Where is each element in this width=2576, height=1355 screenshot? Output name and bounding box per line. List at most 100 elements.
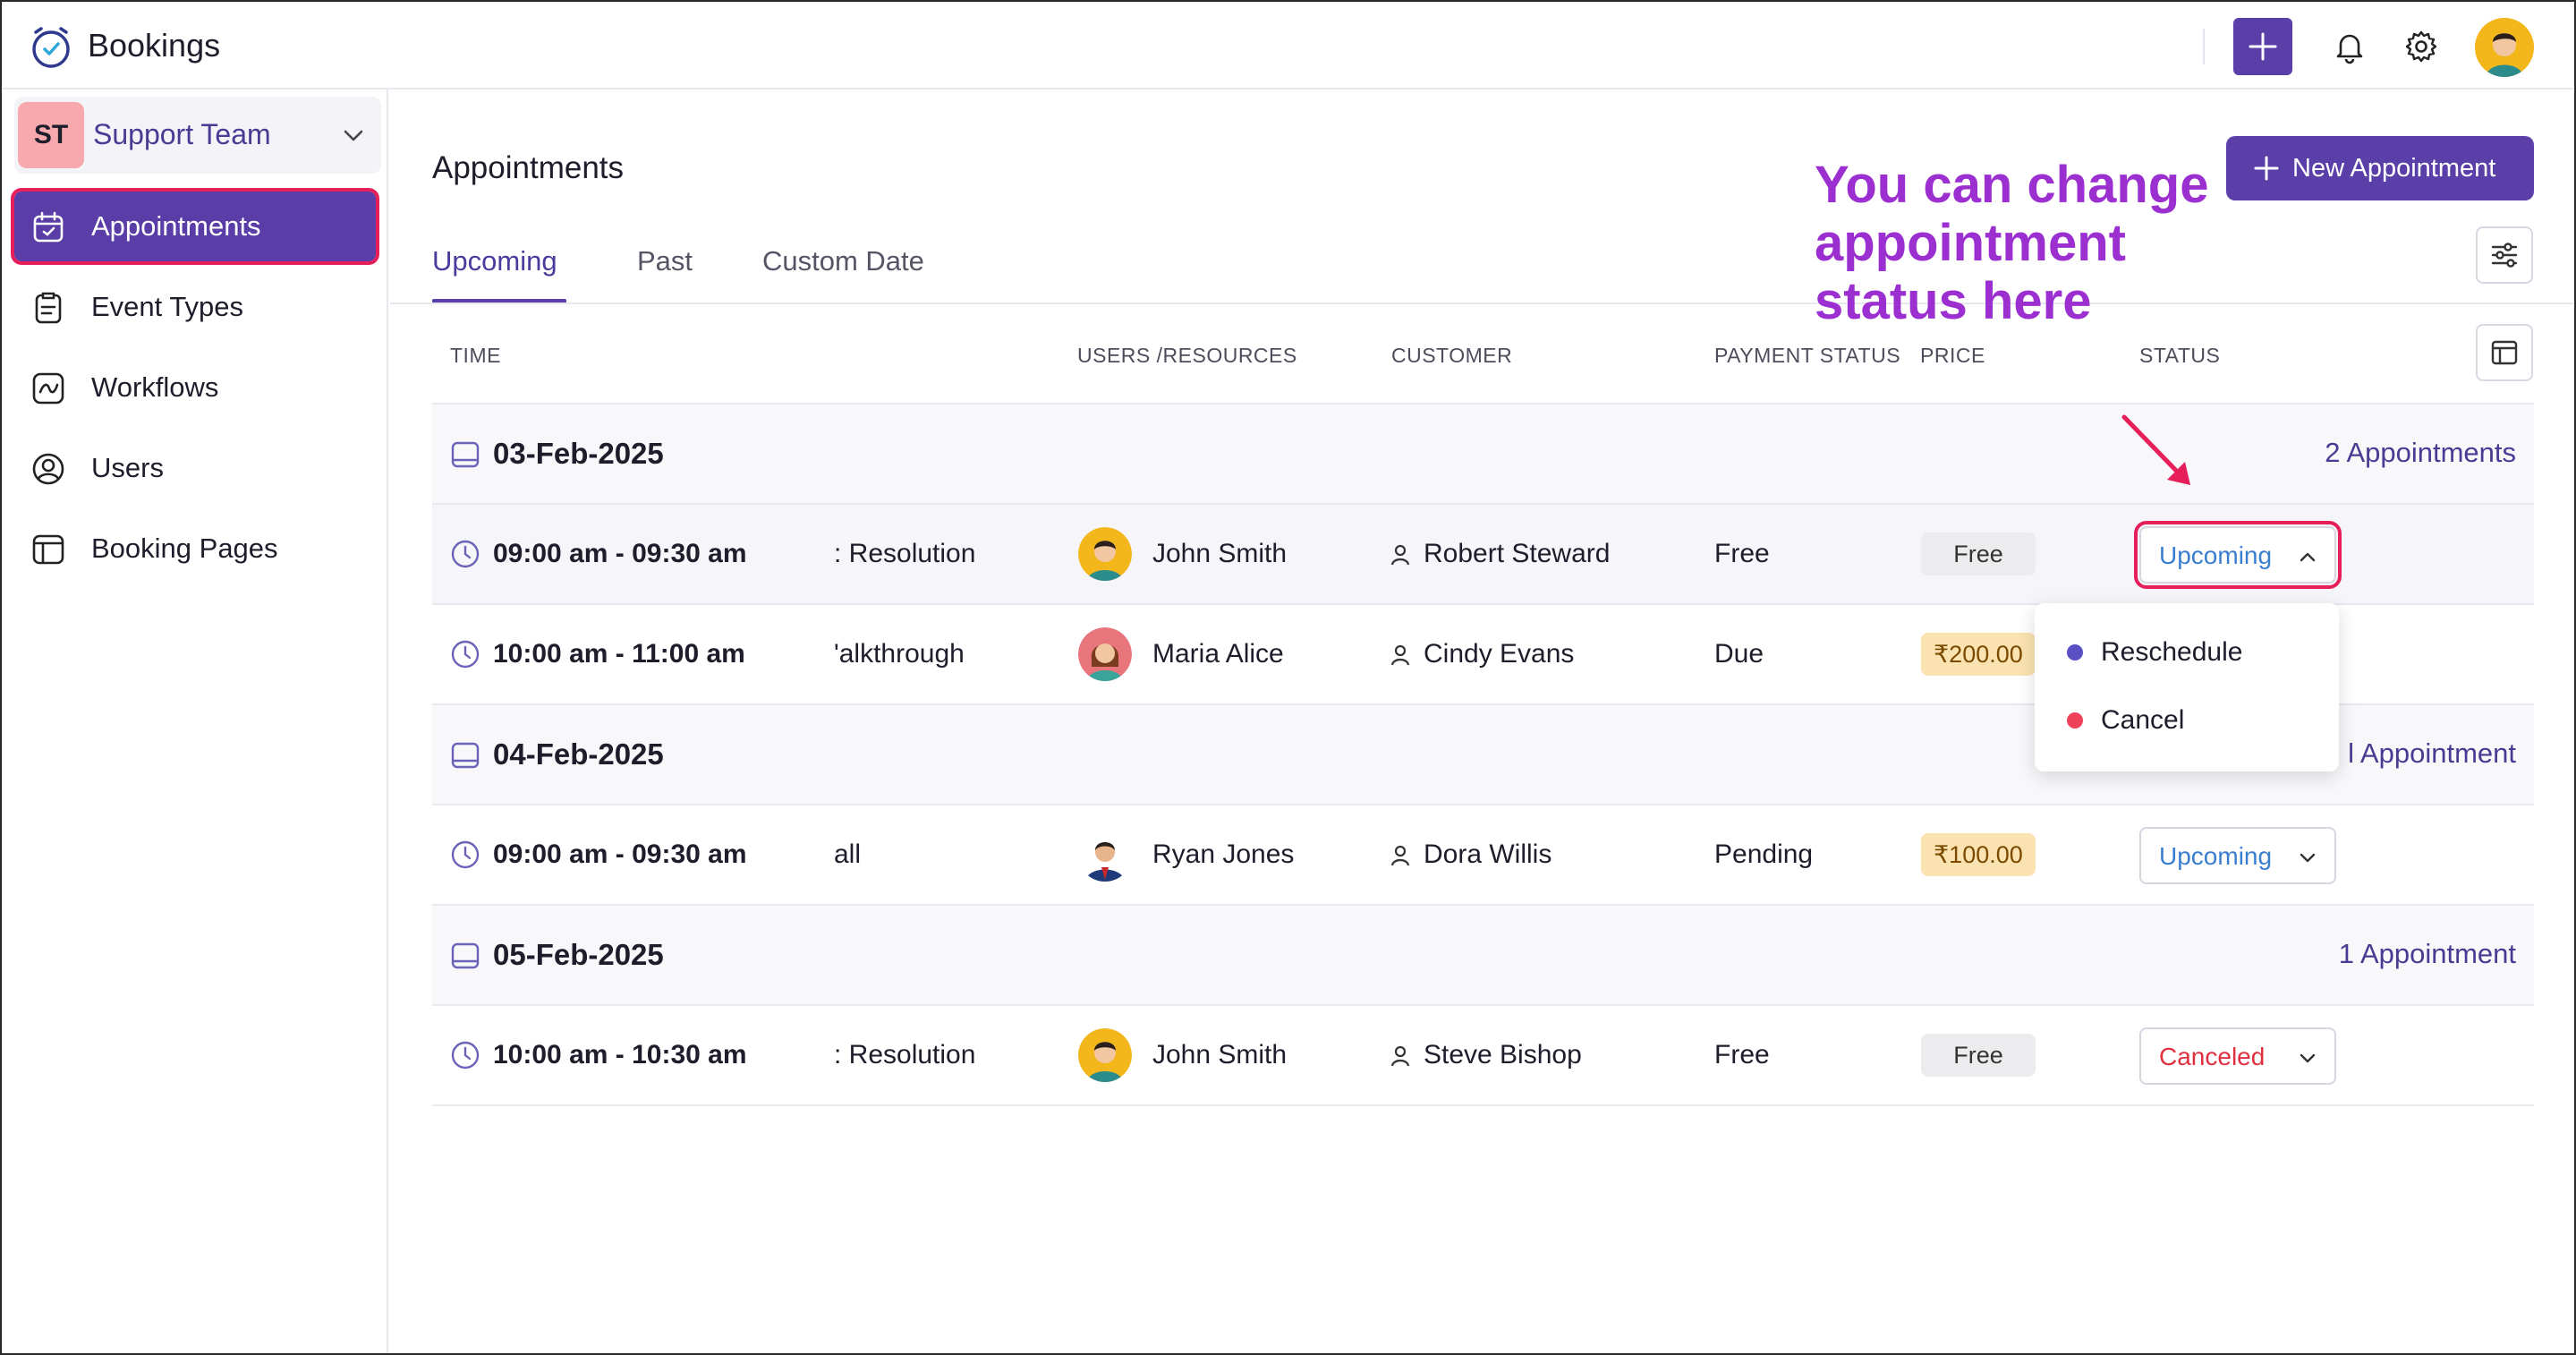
new-appointment-button[interactable]: New Appointment xyxy=(2226,136,2534,200)
status-dot xyxy=(2067,712,2083,729)
avatar-icon xyxy=(1078,527,1132,581)
annotation-line: status here xyxy=(1815,272,2092,330)
bell-icon[interactable] xyxy=(2332,29,2368,64)
profile-avatar[interactable] xyxy=(2475,18,2534,77)
column-header-status: STATUS xyxy=(2139,344,2221,367)
sidebar-item-label: Workflows xyxy=(91,371,219,403)
avatar-icon xyxy=(1078,828,1132,882)
customer-name: Robert Steward xyxy=(1424,539,1611,568)
avatar xyxy=(1078,527,1132,581)
tab-past[interactable]: Past xyxy=(637,245,693,277)
quick-add-button[interactable] xyxy=(2233,18,2292,75)
column-layout-button[interactable] xyxy=(2476,324,2533,381)
service-name: 'alkthrough xyxy=(834,639,965,669)
annotation-text: You can change appointment status here xyxy=(1815,156,2208,330)
date-group-header: 03-Feb-2025 2 Appointments xyxy=(432,405,2534,503)
menu-item-cancel[interactable]: Cancel xyxy=(2067,705,2184,736)
team-switcher[interactable]: ST Support Team xyxy=(14,97,381,174)
user-circle-icon xyxy=(32,453,64,485)
avatar xyxy=(1078,1028,1132,1082)
person-icon xyxy=(1390,644,1410,666)
service-name: : Resolution xyxy=(834,539,976,568)
sidebar-item-booking-pages[interactable]: Booking Pages xyxy=(14,514,376,584)
table-row[interactable]: 09:00 am - 09:30 am : Resolution John Sm… xyxy=(432,505,2534,603)
payment-status: Free xyxy=(1714,539,1770,568)
tabs-divider xyxy=(390,303,2574,304)
status-dot xyxy=(2067,644,2083,660)
status-menu: Reschedule Cancel xyxy=(2035,603,2339,771)
customer-name: Dora Willis xyxy=(1424,839,1552,869)
status-dropdown[interactable]: Canceled xyxy=(2139,1027,2336,1085)
group-date: 03-Feb-2025 xyxy=(493,437,664,470)
user-name: John Smith xyxy=(1152,539,1288,568)
avatar xyxy=(1078,627,1132,681)
customer-name: Steve Bishop xyxy=(1424,1040,1582,1070)
status-value: Upcoming xyxy=(2159,842,2273,870)
filter-button[interactable] xyxy=(2476,226,2533,284)
sidebar-item-label: Booking Pages xyxy=(91,533,278,564)
service-name: : Resolution xyxy=(834,1040,976,1070)
sidebar-item-event-types[interactable]: Event Types xyxy=(14,272,376,342)
menu-item-reschedule[interactable]: Reschedule xyxy=(2067,637,2242,668)
clock-icon xyxy=(451,840,480,869)
team-badge: ST xyxy=(18,102,84,168)
workflow-icon xyxy=(32,372,64,405)
person-icon xyxy=(1390,845,1410,866)
sidebar-item-label: Event Types xyxy=(91,291,244,322)
divider xyxy=(2203,29,2205,64)
service-name: all xyxy=(834,839,862,869)
column-header-payment: PAYMENT STATUS xyxy=(1714,344,1901,367)
avatar-icon xyxy=(1078,1028,1132,1082)
price-badge: ₹100.00 xyxy=(1921,833,2036,876)
status-dropdown[interactable]: Upcoming xyxy=(2134,521,2342,589)
status-dropdown[interactable]: Upcoming xyxy=(2139,827,2336,884)
row-divider xyxy=(432,904,2534,906)
user-name: John Smith xyxy=(1152,1040,1288,1070)
clock-icon xyxy=(451,1041,480,1070)
bookings-logo-icon xyxy=(32,27,70,68)
column-header-time: TIME xyxy=(450,344,501,367)
price-badge: ₹200.00 xyxy=(1921,633,2036,676)
annotation-arrow-icon xyxy=(2121,414,2190,485)
new-appointment-label: New Appointment xyxy=(2292,153,2496,183)
payment-status: Free xyxy=(1714,1040,1770,1070)
annotation-line: You can change xyxy=(1815,156,2209,214)
table-row[interactable]: 09:00 am - 09:30 am all Ryan Jones Dora … xyxy=(432,805,2534,904)
appointment-count: 1 Appointment xyxy=(2338,938,2516,969)
annotation-line: appointment xyxy=(1815,214,2126,272)
user-name: Maria Alice xyxy=(1152,639,1284,669)
appointment-time: 09:00 am - 09:30 am xyxy=(493,839,747,869)
calendar-check-icon xyxy=(33,211,64,243)
row-divider xyxy=(432,703,2534,705)
tab-upcoming[interactable]: Upcoming xyxy=(432,245,557,277)
column-header-customer: CUSTOMER xyxy=(1391,344,1513,367)
sidebar-item-users[interactable]: Users xyxy=(14,433,376,503)
sidebar-item-workflows[interactable]: Workflows xyxy=(14,353,376,422)
top-bar: Bookings xyxy=(2,2,2574,89)
price-badge: Free xyxy=(1921,533,2036,575)
table-row[interactable]: 10:00 am - 10:30 am : Resolution John Sm… xyxy=(432,1006,2534,1104)
avatar-icon xyxy=(2475,18,2534,77)
sidebar: ST Support Team Appointments Event Types xyxy=(2,89,388,1353)
sidebar-item-appointments[interactable]: Appointments xyxy=(11,188,379,265)
chevron-down-icon xyxy=(2300,853,2316,863)
sidebar-item-label: Appointments xyxy=(91,210,261,242)
sliders-icon xyxy=(2491,243,2518,268)
status-value: Upcoming xyxy=(2159,541,2273,569)
gear-icon[interactable] xyxy=(2403,29,2439,64)
active-tab-indicator xyxy=(432,299,566,303)
team-name: Support Team xyxy=(93,118,271,150)
row-divider xyxy=(432,1104,2534,1106)
chevron-down-icon xyxy=(344,130,363,141)
menu-item-label: Reschedule xyxy=(2101,637,2243,667)
payment-status: Pending xyxy=(1714,839,1814,869)
tab-custom-date[interactable]: Custom Date xyxy=(762,245,924,277)
clock-icon xyxy=(451,640,480,669)
user-name: Ryan Jones xyxy=(1152,839,1295,869)
row-divider xyxy=(432,804,2534,805)
person-icon xyxy=(1390,1045,1410,1067)
appointment-time: 10:00 am - 10:30 am xyxy=(493,1040,747,1070)
appointment-count: l Appointment xyxy=(2348,737,2516,769)
row-divider xyxy=(432,1004,2534,1006)
